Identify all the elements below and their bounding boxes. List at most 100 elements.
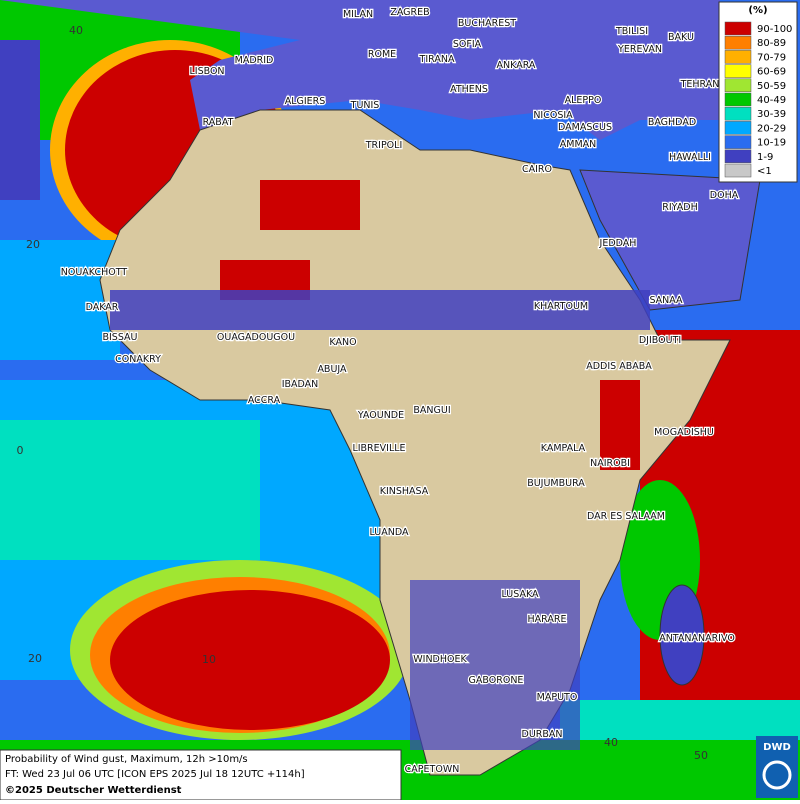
city-label: LIBREVILLE [352,443,405,454]
legend-swatch [724,64,752,78]
city-label: ADDIS ABABA [586,361,652,372]
city-label: BANGUI [413,405,450,416]
city-label: TEHRAN [680,79,720,90]
city-label: ZAGREB [390,7,429,18]
city-label: TUNIS [350,100,380,111]
city-label: KINSHASA [380,486,429,497]
grid-label: 10 [202,653,216,666]
city-label: CONAKRY [115,354,161,365]
city-label: TIRANA [419,54,455,65]
city-label: CAPETOWN [405,764,460,775]
city-label: DOHA [710,190,739,201]
city-label: DURBAN [522,729,563,740]
city-label: HAWALLI [669,152,711,163]
legend-label: 40-49 [757,95,786,106]
city-label: LUSAKA [501,589,539,600]
legend-swatch [724,21,752,36]
city-label: BAKU [668,32,694,43]
city-label: IBADAN [282,379,319,390]
city-label: YEREVAN [617,44,662,55]
city-label: DJIBOUTI [639,335,681,346]
city-label: MILAN [343,9,373,20]
legend-swatch [724,163,752,178]
city-label: KAMPALA [541,443,586,454]
city-label: ACCRA [248,395,281,406]
grid-label: 50 [694,749,708,762]
city-label: JEDDAH [599,238,637,249]
city-label: MADRID [235,55,274,66]
city-label: MAPUTO [537,692,578,703]
city-label: DAMASCUS [558,122,612,133]
legend-swatch [724,35,752,50]
footer-line: Probability of Wind gust, Maximum, 12h >… [5,754,248,765]
city-label: SOFIA [453,39,482,50]
legend-label: 60-69 [757,67,786,78]
footer-line: ©2025 Deutscher Wetterdienst [5,785,182,796]
grid-label: 20 [28,652,42,665]
city-label: ANKARA [497,60,536,71]
legend-label: 1-9 [757,152,773,163]
city-label: NICOSIA [533,110,573,121]
city-label: KANO [329,337,356,348]
city-label: WINDHOEK [413,654,467,665]
city-label: BISSAU [102,332,137,343]
city-label: BUJUMBURA [527,478,585,489]
legend-label: 70-79 [757,52,786,63]
city-label: ANTANANARIVO [659,633,735,644]
city-label: SANAA [649,295,683,306]
legend-label: 90-100 [757,24,792,35]
legend-swatch [724,149,752,164]
city-label: DAKAR [86,302,119,313]
footer: Probability of Wind gust, Maximum, 12h >… [0,749,402,801]
legend-swatch [724,50,752,64]
logo-text: DWD [763,742,791,753]
grid-labels: 40 20 0 20 10 40 50 [17,24,709,762]
legend-label: 20-29 [757,123,786,134]
city-label: BAGHDAD [648,117,696,128]
logo: DWD [756,736,798,798]
city-label: ATHENS [450,84,488,95]
grid-label: 40 [69,24,83,37]
legend-swatch [724,121,752,135]
legend-swatch [724,106,752,121]
legend-swatch [724,92,752,107]
city-label: AMMAN [560,139,597,150]
legend-label: <1 [757,166,772,177]
grid-label: 40 [604,736,618,749]
city-label: KHARTOUM [534,301,588,312]
legend-label: 30-39 [757,109,786,120]
legend-title: (%) [748,5,767,16]
footer-line: FT: Wed 23 Jul 06 UTC [ICON EPS 2025 Jul… [5,769,305,780]
city-labels: MILAN ZAGREB BUCHAREST MADRID ROME SOFIA TIRAN… [60,6,740,777]
city-label: LUANDA [369,527,409,538]
grid-label: 20 [26,238,40,251]
city-label: RABAT [203,117,234,128]
land [0,0,761,776]
city-label: LISBON [189,66,224,77]
city-label: OUAGADOUGOU [217,332,295,343]
city-label: MOGADISHU [654,427,714,438]
city-label: ALGIERS [285,96,326,107]
city-label: TBILISI [615,26,648,37]
city-label: GABORONE [469,675,524,686]
city-label: BUCHAREST [458,18,516,29]
city-label: ROME [368,49,396,60]
city-label: YAOUNDE [357,410,404,421]
city-label: NOUAKCHOTT [61,267,128,278]
city-label: ALEPPO [565,95,602,106]
legend-swatch [724,78,752,93]
city-label: HARARE [528,614,567,625]
grid-label: 0 [17,444,24,457]
legend-swatch [724,135,752,149]
legend-label: 50-59 [757,81,786,92]
legend: (%) 90-100 80-89 70-79 60-69 50-59 40-49 30-39… [718,1,798,183]
city-label: RIYADH [662,202,697,213]
city-label: ABUJA [317,364,347,375]
city-label: DAR ES SALAAM [587,511,665,522]
city-label: CAIRO [522,164,552,175]
legend-label: 80-89 [757,38,786,49]
city-label: TRIPOLI [365,140,403,151]
city-label: NAIROBI [590,458,630,469]
